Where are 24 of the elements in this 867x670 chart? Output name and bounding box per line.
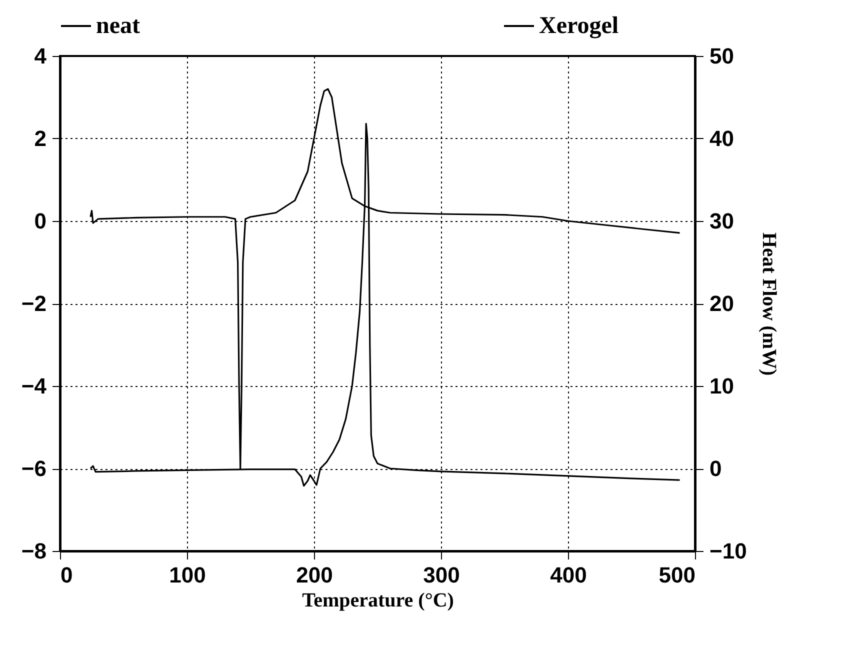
y-tick-label: −4 bbox=[21, 374, 48, 398]
x-tick-label: 500 bbox=[658, 562, 696, 588]
y2-tick-label: 50 bbox=[710, 44, 734, 68]
x-tick-label: 300 bbox=[423, 562, 460, 588]
y2-tick-label: −10 bbox=[710, 538, 747, 564]
y-tick-label: 0 bbox=[34, 208, 46, 234]
legend-label: Xerogel bbox=[539, 13, 619, 39]
x-axis-title: Temperature (°C) bbox=[302, 590, 454, 612]
x-tick-label: 100 bbox=[169, 562, 206, 588]
y2-tick-label: 30 bbox=[710, 208, 734, 234]
y2-tick-label: 40 bbox=[710, 126, 734, 151]
x-tick-label: 0 bbox=[60, 562, 73, 588]
y2-axis-title: Heat Flow (mW) bbox=[758, 232, 780, 376]
legend-label: neat bbox=[96, 13, 140, 39]
y-tick-label: −2 bbox=[21, 291, 46, 316]
y2-tick-label: 20 bbox=[710, 291, 734, 316]
y2-tick-label: 10 bbox=[710, 374, 734, 398]
y2-tick-label: 0 bbox=[710, 456, 722, 481]
y-tick-label: 2 bbox=[34, 126, 46, 151]
y-tick-label: 4 bbox=[34, 44, 48, 68]
y-tick-label: −6 bbox=[21, 456, 46, 481]
x-tick-label: 200 bbox=[296, 562, 333, 588]
y-tick-label: −8 bbox=[21, 538, 46, 564]
x-tick-label: 400 bbox=[550, 562, 587, 588]
